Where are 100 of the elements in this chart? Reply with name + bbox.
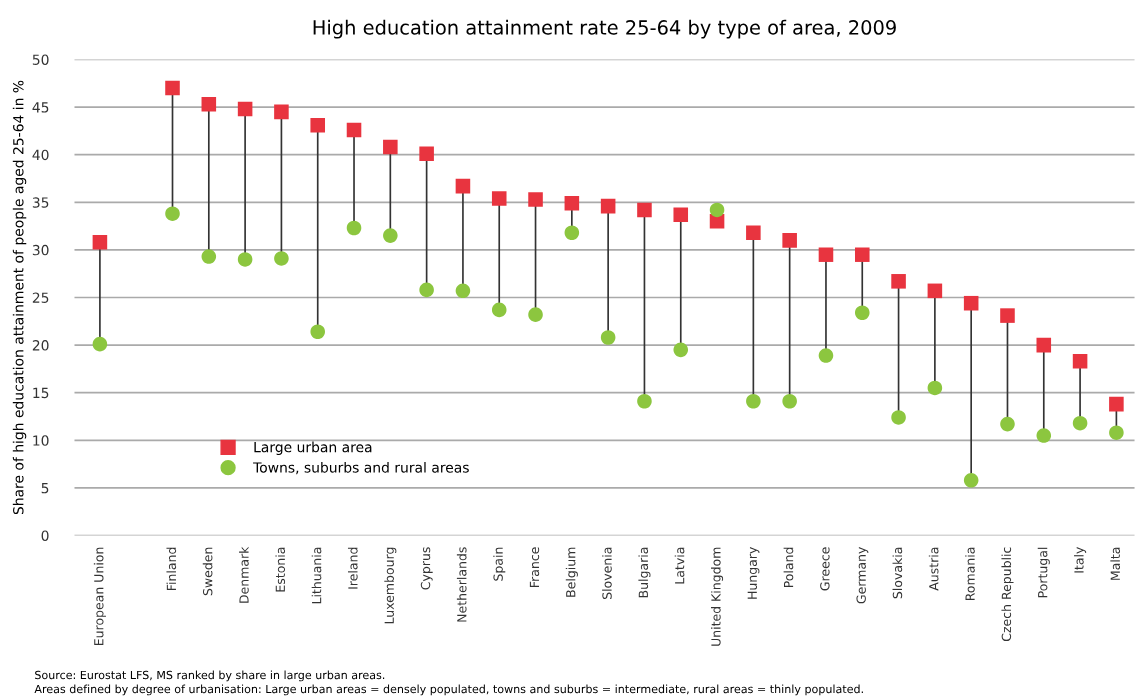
point [1072,354,1088,369]
point [818,348,834,363]
x-tick-label: Netherlands [456,547,467,622]
point [346,122,362,138]
point [165,80,180,96]
point [165,206,180,222]
point [310,117,325,133]
x-tick-label: Slovenia [602,547,612,599]
x-tick-label: Estonia [275,547,286,592]
y-tick-label: 5 [41,483,49,494]
x-tick-label: Luxembourg [384,547,397,624]
point [746,393,761,409]
point [92,235,108,250]
y-tick-label: 15 [33,387,49,399]
point [709,202,725,218]
x-tick-label: Cyprus [420,547,433,590]
point [637,393,652,409]
point [927,283,943,299]
point [419,282,434,298]
point [782,233,797,248]
point [491,191,507,206]
x-tick-label: Denmark [239,546,249,603]
y-tick-label: 0 [41,530,49,541]
x-tick-label: Austria [928,547,939,591]
point [92,336,108,352]
y-tick-label: 30 [32,244,49,256]
point [1036,428,1052,443]
point [383,139,398,155]
point [237,101,253,117]
point [963,473,979,488]
x-tick-label: Portugal [1037,547,1050,598]
x-tick-label: Malta [1110,547,1121,580]
x-tick-label: Italy [1074,546,1087,573]
point [1036,337,1052,353]
y-tick-label: 35 [32,197,49,208]
point [1109,396,1124,412]
x-tick-label: Belgium [565,547,578,597]
text: Areas defined by degree of urbanisation: Large urban areas = densely populated, towns and suburbs = intermediate, rural areas = thinly populated. [34,684,863,696]
point [237,252,253,267]
point [600,330,616,345]
point [274,251,289,266]
x-tick-label: European Union [93,547,106,646]
x-tick-label: Latvia [674,547,685,584]
x-tick-label: Ireland [347,547,358,589]
point [528,307,543,322]
point [673,207,689,222]
point [1000,308,1015,323]
point [419,146,434,162]
x-tick-label: Germany [856,546,869,604]
y-tick-label: 40 [32,149,49,161]
point [673,342,689,358]
x-tick-label: United Kingdom [711,547,724,646]
point [201,249,217,264]
point [637,202,652,218]
point [491,302,507,318]
x-tick-label: Spain [493,547,506,581]
point [600,198,616,214]
point [528,192,543,207]
point [455,178,471,194]
x-tick-label: Lithuania [311,547,322,604]
point [1000,416,1015,432]
y-tick-label: 45 [32,102,49,113]
x-tick-label: Greece [820,547,830,591]
point [564,225,580,241]
point [346,220,362,236]
point [1072,415,1088,431]
y-tick-label: 20 [32,340,49,351]
point [564,195,580,211]
x-tick-label: Slovakia [892,547,903,599]
point [854,247,870,262]
point [891,410,906,425]
x-tick-label: France [529,547,540,587]
x-tick-label: Bulgaria [638,547,651,598]
point [201,96,217,112]
point [963,295,979,311]
x-tick-label: Sweden [202,547,213,596]
legend-label: Towns, suburbs and rural areas [253,461,469,475]
x-tick-label: Finland [166,547,177,591]
point [455,283,471,299]
point [746,225,761,241]
point [891,274,906,289]
x-tick-label: Hungary [747,546,760,599]
x-tick-label: Czech Republic [1001,547,1014,642]
source-note: Source: Eurostat LFS, MS ranked by share in large urban areas. [35,670,385,682]
point [854,305,870,321]
point [1109,425,1124,440]
y-tick-label: 25 [32,292,49,303]
legend-label: Large urban area [254,441,372,456]
chart-title: High education attainment rate 25-64 by type of area, 2009 [313,19,896,39]
x-tick-label: Romania [965,547,975,601]
point [782,393,797,409]
point [927,380,943,396]
y-tick-label: 10 [33,435,49,446]
point [818,247,834,262]
x-tick-label: Poland [783,547,794,588]
y-axis-title: Share of high education attainment of people aged 25-64 in % [12,80,27,515]
point [383,228,398,243]
y-tick-label: 50 [32,54,49,65]
point [310,324,325,340]
point [274,104,289,120]
